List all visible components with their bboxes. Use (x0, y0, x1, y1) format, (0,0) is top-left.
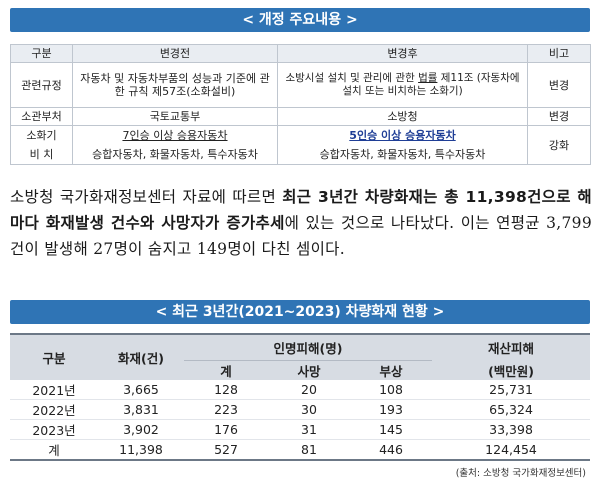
cell-after: 소방시설 설치 및 관리에 관한 법률 제11조 (자동차에 설치 또는 비치하… (277, 62, 528, 108)
body-paragraph: 소방청 국가화재정보센터 자료에 따르면 최근 3년간 차량화재는 총 11,3… (10, 184, 592, 262)
table-row: 소관부처 국토교통부 소방청 변경 (10, 107, 591, 126)
vehicle-fire-table: 구분 화재(건) 인명피해(명) 재산피해 계 사망 부상 (백만원) 2021… (10, 333, 591, 461)
header-note: 비고 (527, 44, 591, 63)
cell-after: 소방청 (277, 107, 528, 126)
after-rest: 제11조 (자동차에 설치 또는 비치하는 소화기) (342, 72, 520, 97)
total-row: 계 11,398 527 81 446 124,454 (10, 439, 591, 461)
header-category: 구분 (10, 44, 73, 63)
cell-property: 124,454 (432, 439, 591, 461)
row-label: 소관부처 (10, 107, 73, 126)
cell-before-top: 7인승 이상 승용자동차 (72, 125, 278, 145)
cell-year: 계 (10, 439, 98, 461)
cell-property: 33,398 (432, 419, 591, 440)
header-injuries: 부상 (350, 360, 433, 380)
revision-table: 구분 변경전 변경후 비고 관련규정 자동차 및 자동차부품의 성능과 기준에 … (10, 44, 591, 165)
cell-note: 변경 (527, 62, 591, 108)
cell-injuries: 446 (350, 439, 433, 461)
cell-deaths: 81 (268, 439, 350, 461)
cell-property: 65,324 (432, 399, 591, 420)
cell-fires: 11,398 (98, 439, 184, 461)
header-total: 계 (184, 360, 268, 380)
header-category: 구분 (10, 333, 98, 380)
before-vehicle-class: 7인승 이상 승용자동차 (122, 129, 228, 142)
row-label: 관련규정 (10, 62, 73, 108)
row-label-top: 소화기 (10, 125, 73, 145)
table-row: 비 치 승합자동차, 화물자동차, 특수자동차 승합자동차, 화물자동차, 특수… (10, 145, 591, 165)
cell-fires: 3,831 (98, 399, 184, 420)
cell-year: 2021년 (10, 380, 98, 400)
cell-deaths: 30 (268, 399, 350, 420)
header-before: 변경전 (72, 44, 278, 63)
revision-summary-banner: < 개정 주요내용 > (10, 8, 590, 32)
cell-year: 2022년 (10, 399, 98, 420)
cell-before: 자동차 및 자동차부품의 성능과 기준에 관한 규칙 제57조(소화설비) (72, 62, 278, 108)
cell-fires: 3,902 (98, 419, 184, 440)
cell-property: 25,731 (432, 380, 591, 400)
cell-year: 2023년 (10, 419, 98, 440)
header-casualties: 인명피해(명) (184, 333, 433, 361)
source-note: (출처: 소방청 국가화재정보센터) (455, 468, 586, 479)
table-header-row: 구분 화재(건) 인명피해(명) 재산피해 (10, 333, 591, 380)
cell-before-bottom: 승합자동차, 화물자동차, 특수자동차 (72, 145, 278, 165)
paragraph-rest: 에 있는 것으로 나타났다. 이는 연평균 3,799건이 발생해 27명이 숨… (10, 214, 592, 258)
cell-total: 223 (184, 399, 268, 420)
row-label-bottom: 비 치 (10, 145, 73, 165)
cell-note: 강화 (527, 125, 591, 165)
cell-after-top: 5인승 이상 승용자동차 (277, 125, 528, 145)
cell-total: 527 (184, 439, 268, 461)
table-header-row: 계 사망 부상 (백만원) (10, 360, 591, 380)
cell-after-bottom: 승합자동차, 화물자동차, 특수자동차 (277, 145, 528, 165)
cell-total: 128 (184, 380, 268, 400)
header-fires: 화재(건) (98, 333, 184, 380)
revision-table-header: 구분 변경전 변경후 비고 (10, 44, 591, 63)
cell-injuries: 108 (350, 380, 433, 400)
table-row: 소화기 7인승 이상 승용자동차 5인승 이상 승용자동차 강화 (10, 125, 591, 165)
cell-injuries: 193 (350, 399, 433, 420)
header-property-unit: (백만원) (432, 360, 591, 380)
after-vehicle-class: 5인승 이상 승용자동차 (349, 129, 456, 142)
after-prefix: 소방시설 설치 및 관리에 관한 (285, 72, 419, 84)
table-row: 관련규정 자동차 및 자동차부품의 성능과 기준에 관한 규칙 제57조(소화설… (10, 62, 591, 108)
cell-injuries: 145 (350, 419, 433, 440)
header-after: 변경후 (277, 44, 528, 63)
cell-deaths: 31 (268, 419, 350, 440)
header-deaths: 사망 (268, 360, 350, 380)
table-row: 2021년 3,665 128 20 108 25,731 (10, 380, 591, 400)
cell-deaths: 20 (268, 380, 350, 400)
cell-fires: 3,665 (98, 380, 184, 400)
table-row: 2022년 3,831 223 30 193 65,324 (10, 399, 591, 420)
table-row: 2023년 3,902 176 31 145 33,398 (10, 419, 591, 440)
after-underlined-word: 법률 (418, 72, 438, 84)
cell-total: 176 (184, 419, 268, 440)
paragraph-bold: 최근 3년간 차량화재는 총 11,398건으로 해마다 화재발생 건수와 사망… (10, 188, 592, 232)
vehicle-fire-status-banner: < 최근 3년간(2021~2023) 차량화재 현황 > (10, 300, 590, 324)
cell-note: 변경 (527, 107, 591, 126)
paragraph-intro: 소방청 국가화재정보센터 자료에 따르면 (10, 188, 283, 206)
header-property: 재산피해 (432, 333, 591, 361)
cell-before: 국토교통부 (72, 107, 278, 126)
